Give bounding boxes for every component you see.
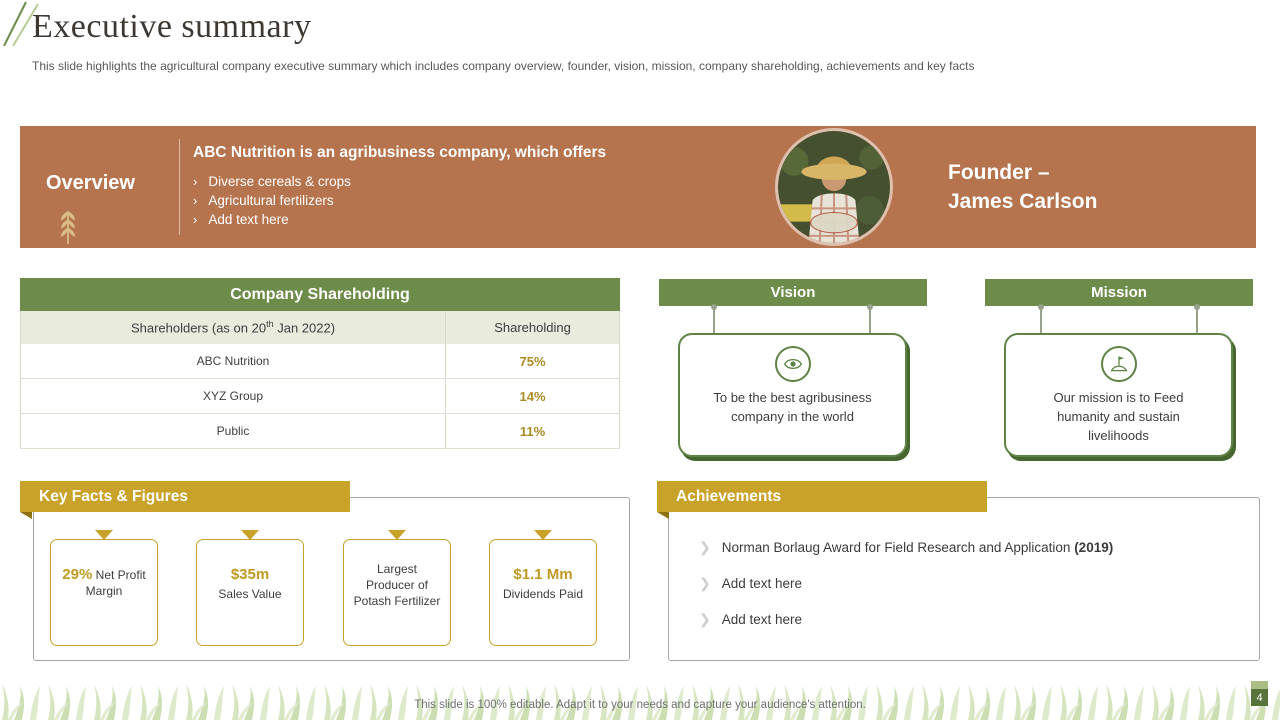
fact-label: Dividends Paid [502,587,584,601]
overview-bullet: › Diverse cereals & crops [193,172,606,191]
bullet-text: Add text here [208,212,289,227]
shareholding-value: 11% [519,423,546,439]
bullet-marker-icon: › [193,174,198,189]
achievement-item: ❯ Norman Borlaug Award for Field Researc… [699,536,1113,558]
fact-card: $35m Sales Value [196,530,304,646]
table-title: Company Shareholding [20,278,620,311]
fact-value: $1.1 Mm [513,566,573,583]
chevron-icon: ❯ [699,574,711,591]
flag-on-hill-icon [1100,346,1137,382]
achievement-text: Norman Borlaug Award for Field Research … [721,539,1114,555]
founder-title: Founder – [948,161,1050,184]
achievement-text: Add text here [721,611,803,627]
shareholding-value: 14% [519,388,546,404]
achievement-text: Add text here [721,575,803,591]
fact-card: Largest Producer of Potash Fertilizer [343,530,451,646]
arrow-down-icon [534,530,552,540]
vision-header: Vision [659,279,927,306]
achievement-item-placeholder[interactable]: ❯ Add text here [699,572,802,594]
column-header-shareholding: Shareholding [494,320,571,335]
chevron-icon: ❯ [699,610,711,627]
mission-card: Our mission is to Feed humanity and sust… [1004,333,1233,457]
eye-icon [774,346,811,382]
page-title: Executive summary [32,8,312,45]
table-row: Public 11% [20,414,620,449]
pin-icon [1194,304,1200,334]
ribbon-fold [20,512,32,519]
table-header-row: Shareholders (as on 20th Jan 2022) Share… [20,311,620,344]
bullet-text: Diverse cereals & crops [208,174,351,189]
pin-icon [867,304,873,334]
bullet-marker-icon: › [193,193,198,208]
fact-card: $1.1 Mm Dividends Paid [489,530,597,646]
achievement-item-placeholder[interactable]: ❯ Add text here [699,608,802,630]
overview-bullet-placeholder[interactable]: › Add text here [193,210,606,229]
overview-bullet-list: › Diverse cereals & crops › Agricultural… [193,172,606,229]
ribbon-fold [657,512,669,519]
fact-label: Sales Value [218,587,282,601]
page-number: 4 [1251,689,1268,706]
overview-label: Overview [46,172,135,194]
bullet-text: Agricultural fertilizers [208,193,334,208]
fact-label: Net Profit Margin [85,568,146,598]
shareholding-table: Company Shareholding Shareholders (as on… [20,278,620,449]
overview-banner: Overview ABC Nutrition is an agribusines… [20,126,1256,248]
shareholder-name: Public [21,414,446,448]
shareholder-name: ABC Nutrition [21,344,446,378]
achievements-ribbon: Achievements [657,481,987,512]
fact-label: Largest Producer of Potash Fertilizer [353,562,441,608]
table-row: ABC Nutrition 75% [20,344,620,379]
key-facts-ribbon: Key Facts & Figures [20,481,350,512]
mission-text: Our mission is to Feed humanity and sust… [1053,390,1184,443]
chevron-icon: ❯ [699,538,711,555]
pin-icon [711,304,717,334]
page-subtitle: This slide highlights the agricultural c… [32,59,975,73]
pin-icon [1038,304,1044,334]
page-number-tab-top [1251,681,1268,689]
overview-heading: ABC Nutrition is an agribusiness company… [193,144,607,161]
vision-card: To be the best agribusiness company in t… [678,333,907,457]
table-row: XYZ Group 14% [20,379,620,414]
fact-card: 29% Net Profit Margin [50,530,158,646]
key-facts-box: 29% Net Profit Margin $35m Sales Value L… [33,497,630,661]
bullet-marker-icon: › [193,212,198,227]
farmer-avatar [778,131,890,243]
corner-stem-decoration [3,1,39,46]
achievements-box: ❯ Norman Borlaug Award for Field Researc… [668,497,1260,661]
arrow-down-icon [241,530,259,540]
shareholding-value: 75% [519,353,546,369]
arrow-down-icon [388,530,406,540]
column-header-shareholders: Shareholders (as on 20th Jan 2022) [21,311,446,344]
arrow-down-icon [95,530,113,540]
overview-divider [179,139,180,235]
shareholder-name: XYZ Group [21,379,446,413]
wheat-icon [60,211,76,244]
fact-value: $35m [230,566,270,583]
mission-header: Mission [985,279,1253,306]
founder-name: James Carlson [948,190,1098,213]
founder-title-block: Founder – James Carlson [948,158,1097,216]
founder-photo [778,131,890,243]
slide-footer-note: This slide is 100% editable. Adapt it to… [414,699,866,711]
overview-bullet: › Agricultural fertilizers [193,191,606,210]
vision-text: To be the best agribusiness company in t… [713,390,872,424]
fact-value: 29% [62,566,93,583]
grass-decoration [0,680,1280,720]
